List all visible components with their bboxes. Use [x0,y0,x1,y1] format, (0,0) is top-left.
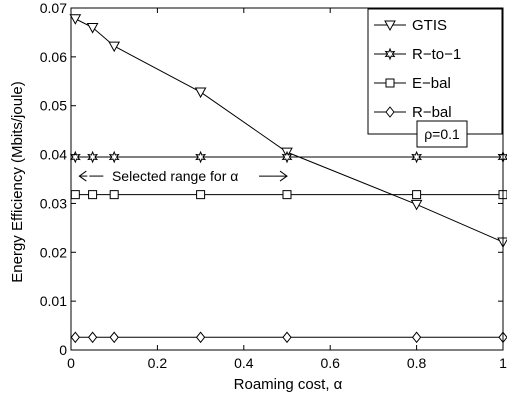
data-point-r-bal [195,331,206,344]
y-tick-label: 0 [59,342,67,358]
y-tick-label: 0.03 [40,195,67,211]
legend-label-r-to-1: R−to−1 [412,46,461,63]
data-point-r-to-1 [281,150,293,164]
data-point-r-to-1 [195,150,207,164]
x-tick-label: 0.2 [148,355,168,371]
data-point-e-bal [88,190,98,200]
data-point-r-to-1 [411,150,423,164]
x-tick-label: 0.4 [234,355,254,371]
x-axis-label: Roaming cost, α [234,376,343,393]
legend-marker-gtis [384,20,396,32]
x-tick-label: 0.6 [320,355,340,371]
data-point-r-to-1 [87,150,99,164]
y-tick-label: 0.05 [40,98,67,114]
series-r-bal [70,331,507,344]
data-point-r-bal [87,331,98,344]
legend-marker-e-bal [385,78,395,88]
data-point-e-bal [282,190,292,200]
y-tick-label: 0.04 [40,147,67,163]
plot-marks [69,14,507,344]
data-point-e-bal [70,190,80,200]
data-point-r-to-1 [69,150,81,164]
data-point-r-bal [411,331,422,344]
legend-marker-r-bal [385,106,395,118]
data-point-gtis [86,23,99,34]
x-tick-label: 1 [499,355,507,371]
data-point-e-bal [196,190,206,200]
legend: GTIS R−to−1 E−bal R−bal [367,8,503,135]
axis-ticks: 0 0.2 0.4 0.6 0.8 1 0 0.01 0.02 0.03 0.04 0.05 0.06 0… [40,0,507,371]
data-point-r-to-1 [108,150,120,164]
range-arrow-right-head [279,170,288,182]
data-point-gtis [108,41,121,53]
range-annotation-text: Selected range for α [112,168,238,184]
data-point-gtis [410,199,423,211]
selected-range-annotation: Selected range for α [78,168,288,184]
legend-label-r-bal: R−bal [412,104,452,121]
rho-annotation-box [416,120,468,148]
data-point-r-bal [70,331,80,344]
data-point-gtis [194,87,207,99]
rho-annotation-text: ρ=0.1 [424,126,460,142]
y-tick-label: 0.01 [40,293,67,309]
x-tick-label: 0.8 [407,355,427,371]
legend-marker-r-to-1 [384,47,396,61]
axes-frame [70,7,504,351]
data-point-r-bal [282,331,292,344]
legend-label-gtis: GTIS [412,17,447,34]
y-axis-label: Energy Efficiency (Mbits/joule) [9,81,26,282]
y-tick-label: 0.07 [40,0,67,16]
series-gtis [69,14,507,249]
legend-label-e-bal: E−bal [412,75,451,92]
data-point-e-bal [109,190,119,200]
data-point-r-bal [109,331,119,344]
series-e-bal [70,190,507,200]
y-tick-label: 0.02 [40,244,67,260]
rho-annotation: ρ=0.1 [416,120,468,148]
data-point-gtis [69,14,82,25]
data-point-e-bal [412,190,422,200]
y-tick-label: 0.06 [40,49,67,65]
x-tick-label: 0 [67,355,75,371]
